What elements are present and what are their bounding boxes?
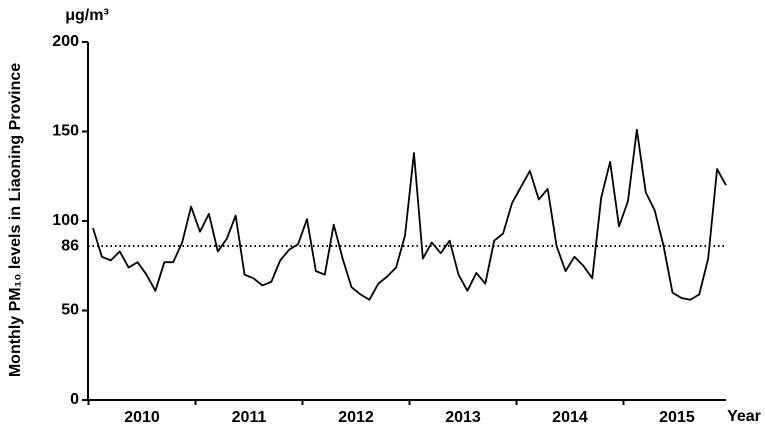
x-tick-label: 2013 [445, 409, 481, 426]
x-tick-label: 2015 [659, 409, 695, 426]
y-tick-label: 0 [70, 391, 79, 408]
y-tick-label: 50 [61, 302, 79, 319]
x-axis-label: Year [727, 408, 761, 425]
y-tick-label: 100 [52, 212, 79, 229]
reference-label: 86 [61, 237, 79, 254]
x-tick-label: 2010 [124, 409, 160, 426]
x-tick-label: 2012 [338, 409, 374, 426]
y-axis-label: Monthly PM₁₀ levels in Liaoning Province [7, 63, 24, 377]
y-tick-label: 200 [52, 33, 79, 50]
data-line [92, 128, 727, 301]
x-tick-label: 2011 [232, 409, 267, 426]
y-tick-label: 150 [52, 123, 79, 140]
unit-label: μg/m³ [65, 7, 109, 24]
x-tick-label: 2014 [552, 409, 588, 426]
